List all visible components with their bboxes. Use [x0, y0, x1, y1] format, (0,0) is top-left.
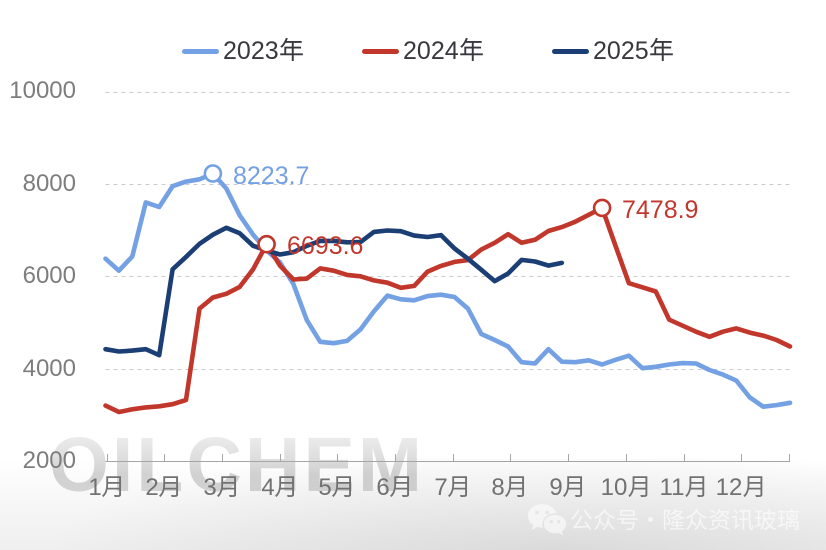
- cjk-glyph: [731, 509, 754, 530]
- cjk-glyph: [332, 476, 352, 498]
- x-axis-label-1: 1: [88, 474, 125, 501]
- legend-label-2025: 2025: [593, 37, 674, 66]
- cjk-glyph: [777, 508, 799, 530]
- y-axis-label-4000: 4000: [22, 355, 76, 382]
- y-axis-label-8000: 8000: [22, 170, 76, 197]
- cjk-glyph: [685, 476, 705, 498]
- x-axis-label-2: 2: [145, 474, 182, 501]
- x-axis-label-6: 6: [376, 474, 413, 501]
- annotation-2023-peak: 8223.7: [233, 162, 310, 190]
- cjk-glyph: [563, 476, 583, 498]
- legend-line-swatch-2024: [362, 48, 399, 54]
- y-axis-label-2000: 2000: [22, 447, 76, 474]
- cjk-glyph: [686, 508, 708, 530]
- series-line-2025年: [103, 225, 565, 358]
- series-line-2024年: [103, 205, 793, 415]
- cjk-glyph: [663, 508, 685, 530]
- cjk-glyph: [275, 476, 295, 498]
- legend-item-2024[interactable]: 2024: [362, 36, 484, 66]
- cjk-glyph: [390, 476, 410, 498]
- cjk-glyph: [459, 37, 483, 61]
- x-axis-label-12: 12: [716, 474, 767, 501]
- x-axis-label-11: 11: [660, 474, 709, 501]
- legend-line-swatch-2023: [182, 48, 219, 54]
- cjk-glyph: [649, 37, 673, 61]
- x-axis-label-7: 7: [434, 474, 471, 501]
- legend-label-2024: 2024: [403, 37, 484, 66]
- marker-8223.7: [203, 164, 223, 183]
- x-axis-label-9: 9: [549, 474, 586, 501]
- cjk-glyph: [102, 476, 122, 498]
- cjk-glyph: [217, 476, 237, 498]
- annotation-2024-autumn-peak: 7478.9: [622, 196, 699, 224]
- y-axis-label-10000: 10000: [9, 77, 76, 104]
- cjk-glyph: [754, 508, 777, 530]
- wechat-icon: [527, 504, 567, 536]
- cjk-glyph: [594, 508, 616, 530]
- marker-6693.6: [257, 234, 276, 254]
- legend-item-2025[interactable]: 2025: [552, 36, 674, 66]
- legend-label-2023: 2023: [223, 37, 304, 66]
- cjk-glyph: [571, 509, 593, 530]
- x-axis-label-4: 4: [261, 474, 298, 501]
- annotation-2024-spring-peak: 6693.6: [287, 232, 364, 260]
- wechat-watermark-text: [570, 507, 800, 534]
- cjk-glyph: [709, 508, 730, 530]
- cjk-glyph: [159, 476, 179, 498]
- x-axis-label-8: 8: [491, 474, 528, 501]
- legend-line-swatch-2025: [552, 48, 589, 54]
- x-axis-label-5: 5: [318, 474, 355, 501]
- cjk-glyph: [448, 476, 468, 498]
- x-axis-label-10: 10: [601, 474, 652, 501]
- cjk-glyph: [628, 476, 648, 498]
- x-axis-label-3: 3: [203, 474, 240, 501]
- legend-item-2023[interactable]: 2023: [182, 36, 304, 66]
- cjk-glyph: [648, 516, 653, 522]
- cjk-glyph: [279, 37, 303, 61]
- cjk-glyph: [743, 476, 763, 498]
- legend: 2023 2024 2025: [0, 36, 826, 66]
- series-line-2023年: [103, 171, 793, 410]
- y-axis-label-6000: 6000: [22, 262, 76, 289]
- cjk-glyph: [505, 476, 525, 498]
- cjk-glyph: [617, 509, 638, 530]
- marker-7478.9: [592, 198, 612, 218]
